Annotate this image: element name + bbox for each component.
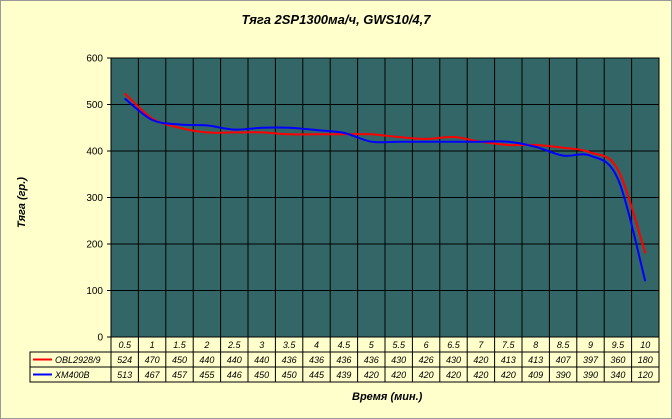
x-tick-label: 3.5 <box>283 340 297 350</box>
data-table-cell: 426 <box>419 355 434 365</box>
y-tick-label: 300 <box>86 193 103 204</box>
x-tick-label: 8 <box>533 340 538 350</box>
data-table-cell: 420 <box>391 370 406 380</box>
data-table-cell: 450 <box>172 355 187 365</box>
data-table-cell: 420 <box>473 355 488 365</box>
x-axis-label: Время (мин.) <box>352 391 423 403</box>
y-tick-label: 400 <box>86 147 103 158</box>
data-table-cell: 440 <box>199 355 214 365</box>
data-table-cell: 420 <box>364 370 379 380</box>
data-table-cell: 120 <box>638 370 653 380</box>
data-table-cell: 420 <box>473 370 488 380</box>
data-table-cell: 430 <box>391 355 406 365</box>
x-tick-label: 7.5 <box>502 340 516 350</box>
x-tick-label: 9.5 <box>612 340 626 350</box>
data-table-cell: 445 <box>309 370 325 380</box>
y-tick-label: 200 <box>86 240 103 251</box>
data-table-cell: 440 <box>254 355 269 365</box>
legend-label: OBL2928/9 <box>55 355 101 365</box>
data-table-cell: 413 <box>501 355 516 365</box>
data-table-cell: 455 <box>199 370 215 380</box>
data-table-cell: 413 <box>528 355 543 365</box>
x-tick-label: 5 <box>369 340 375 350</box>
data-table-cell: 360 <box>610 355 625 365</box>
x-tick-label: 6 <box>424 340 429 350</box>
x-tick-label: 6.5 <box>447 340 461 350</box>
data-table-cell: 430 <box>446 355 461 365</box>
x-tick-label: 2 <box>203 340 209 350</box>
legend-label: XM400B <box>54 370 90 380</box>
data-table-cell: 470 <box>145 355 160 365</box>
x-tick-label: 10 <box>640 340 650 350</box>
x-tick-label: 4.5 <box>338 340 352 350</box>
y-tick-label: 0 <box>97 333 103 344</box>
x-tick-label: 5.5 <box>392 340 406 350</box>
data-table-cell: 467 <box>145 370 161 380</box>
data-table-cell: 409 <box>528 370 543 380</box>
data-table-cell: 420 <box>446 370 461 380</box>
data-table-cell: 390 <box>583 370 598 380</box>
series-line-1 <box>124 92 647 254</box>
data-table-cell: 436 <box>282 355 297 365</box>
data-table-cell: 436 <box>336 355 351 365</box>
data-table-cell: 457 <box>172 370 188 380</box>
data-table-cell: 446 <box>227 370 242 380</box>
y-tick-label: 500 <box>86 100 103 111</box>
x-tick-label: 2.5 <box>227 340 242 350</box>
data-table-cell: 436 <box>309 355 324 365</box>
data-table-cell: 420 <box>419 370 434 380</box>
data-table-cell: 407 <box>556 355 572 365</box>
data-table-cell: 450 <box>282 370 297 380</box>
chart-title: Тяга 2SP1300ма/ч, GWS10/4,7 <box>241 12 431 27</box>
data-table-cell: 440 <box>227 355 242 365</box>
data-table-cell: 524 <box>117 355 132 365</box>
data-table-cell: 420 <box>501 370 516 380</box>
x-tick-label: 1.5 <box>173 340 187 350</box>
x-tick-label: 7 <box>478 340 484 350</box>
data-table-cell: 450 <box>254 370 269 380</box>
data-table-cell: 397 <box>583 355 599 365</box>
x-tick-label: 1 <box>150 340 155 350</box>
x-tick-label: 3 <box>259 340 264 350</box>
x-tick-label: 0.5 <box>118 340 132 350</box>
data-table-cell: 390 <box>556 370 571 380</box>
data-table-cell: 436 <box>364 355 379 365</box>
data-table-cell: 340 <box>610 370 625 380</box>
y-tick-label: 100 <box>86 286 103 297</box>
data-table-cell: 180 <box>638 355 653 365</box>
x-tick-label: 8.5 <box>557 340 571 350</box>
x-tick-label: 4 <box>314 340 319 350</box>
y-tick-label: 600 <box>86 54 103 65</box>
data-table-cell: 513 <box>117 370 132 380</box>
x-tick-label: 9 <box>588 340 593 350</box>
data-table-cell: 439 <box>336 370 351 380</box>
series-line-2 <box>124 97 647 282</box>
